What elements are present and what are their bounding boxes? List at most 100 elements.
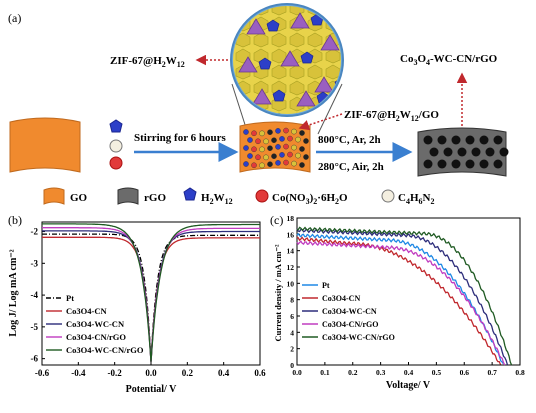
zoom-line-right: [317, 83, 343, 135]
tafel-ticks: -0.6 -0.4 -0.2 0.0 0.2 0.4 0.6 -2 -3 -4 -5 -6: [31, 227, 267, 378]
rgo-hole: [479, 135, 489, 145]
product-label: Co3O4-WC-CN/rGO: [400, 53, 498, 67]
rgo-hole: [493, 135, 503, 145]
jv-ylabel: Current density / mA cm⁻²: [273, 244, 283, 342]
zif-particle: [247, 137, 253, 143]
tafel-legend-label: Pt: [66, 293, 74, 303]
rgo-hole: [437, 135, 447, 145]
zif-particle: [287, 151, 293, 158]
zif-particle: [275, 128, 281, 134]
tafel-legend-label: Co3O4-CN/rGO: [66, 332, 126, 342]
jv-legend-label: Co3O4-WC-CN/rGO: [322, 333, 395, 342]
zif-particle: [251, 146, 257, 153]
rgo-hole: [499, 147, 509, 157]
tafel-curve: [42, 223, 260, 362]
h2w12-cluster-shape: [300, 51, 314, 64]
jv-xtick-label: 0.7: [487, 368, 497, 377]
zif-particle: [263, 138, 269, 145]
zif-particle: [275, 160, 281, 166]
zif-go-label: ZIF-67@H2W12/GO: [344, 109, 439, 123]
jv-ytick-label: 18: [287, 214, 295, 223]
polyhedron-shape: [290, 12, 310, 29]
zif-particle: [275, 144, 281, 150]
legend-h2w12-icon: [183, 187, 197, 201]
h2w12-cluster-shape: [340, 35, 341, 48]
tafel-legend: Pt Co3O4-CN Co3O4-WC-CN Co3O4-CN/rGO Co3O4-W…: [46, 293, 144, 355]
zif-particle: [243, 145, 249, 151]
zif-particle: [271, 153, 277, 160]
step1-text: 800°C, Ar, 2h: [318, 134, 381, 146]
jv-xlabel: Voltage/ V: [386, 380, 431, 391]
jv-curve: [296, 232, 504, 364]
tafel-curve: [42, 230, 260, 362]
panel-a-label: (a): [8, 11, 21, 25]
rgo-hole: [465, 135, 475, 145]
jv-curve: [296, 240, 506, 366]
jv-xtick-label: 0.6: [460, 368, 470, 377]
zif-particle: [303, 154, 309, 160]
jv-curves: [296, 226, 513, 366]
legend-c4h6n2-icon: [381, 189, 395, 203]
legend-go-icon: [43, 187, 65, 205]
polyhedron-shape: [296, 90, 316, 107]
jv-ytick-label: 0: [290, 361, 294, 370]
zif-particle: [243, 129, 249, 135]
zif-particle: [291, 160, 297, 167]
rgo-hole: [457, 147, 467, 157]
jv-ytick-label: 6: [290, 312, 294, 321]
tafel-ytick-label: -5: [31, 322, 39, 332]
zif-go-arrow: [298, 113, 343, 131]
tafel-xtick-label: 0.4: [218, 368, 230, 378]
zif-particle: [255, 138, 261, 145]
rgo-hole: [423, 135, 433, 145]
tafel-ytick-label: -4: [31, 290, 39, 300]
zif-particle: [287, 135, 293, 142]
tafel-curve: [42, 233, 260, 362]
jv-ticks: 0.0 0.1 0.2 0.3 0.4 0.5 0.6 0.7 0.8 0 2 4 6 8 10 12 14 16…: [287, 214, 525, 377]
jv-legend: Pt Co3O4-CN Co3O4-WC-CN Co3O4-CN/rGO Co3O4-W…: [302, 281, 395, 342]
jv-xtick-label: 0.0: [292, 368, 302, 377]
tafel-legend-label: Co3O4-WC-CN: [66, 319, 125, 329]
panel-b-label: (b): [8, 213, 22, 227]
h2w12-icon: [109, 119, 123, 133]
rgo-hole: [423, 159, 433, 169]
rgo-hole: [429, 147, 439, 157]
jv-xtick-label: 0.3: [376, 368, 386, 377]
polyhedron-shape: [246, 18, 266, 35]
panel-c: (c) 0.0 0.1 0.2 0.3 0.4 0.5 0.6 0.7 0.8 0 2 4 6 8 10 12…: [270, 213, 525, 391]
rgo-hole: [471, 147, 481, 157]
rgo-holes: [423, 135, 509, 169]
panel-b: (b) -0.6 -0.4 -0.2 0.0 0.2 0.4 0.6 -2 -3 -4 -5 -6 P…: [8, 213, 266, 395]
jv-legend-label: Pt: [322, 281, 330, 290]
h2w12-cluster-shape: [272, 89, 286, 102]
zif-particle: [259, 146, 265, 153]
legend-c4h6n2: C4H6N2: [398, 192, 434, 206]
tafel-ytick-label: -2: [31, 227, 39, 237]
zif-particle: [247, 153, 253, 159]
zif-particle: [299, 130, 305, 136]
zif-particle: [255, 154, 261, 161]
rgo-hole: [451, 159, 461, 169]
zif-particle: [279, 136, 285, 142]
scheme-legend: GO rGO H2W12 Co(NO3)2·6H2O C4H6N2: [43, 187, 434, 206]
jv-xtick-label: 0.8: [515, 368, 525, 377]
rgo-hole: [479, 159, 489, 169]
jv-legend-label: Co3O4-CN/rGO: [322, 320, 378, 329]
rgo-hole: [437, 159, 447, 169]
jv-curve: [296, 228, 509, 366]
rgo-hole: [451, 135, 461, 145]
zif-particle: [303, 138, 309, 144]
tafel-legend-label: Co3O4-WC-CN/rGO: [66, 345, 144, 355]
zif-particle: [243, 161, 249, 167]
panel-a: (a) ZIF-67@H2W12 Co3O4-WC-CN/rGO Stirrin…: [8, 3, 509, 206]
tafel-xtick-label: 0.6: [254, 368, 266, 378]
zif-particle: [295, 136, 301, 143]
tafel-xlabel: Potential/ V: [126, 384, 177, 395]
zif-particle: [299, 162, 305, 168]
zif-particle: [291, 144, 297, 151]
zif-particle: [251, 130, 257, 137]
rgo-hole: [493, 159, 503, 169]
jv-curve: [296, 226, 513, 366]
jv-ytick-label: 14: [287, 247, 295, 256]
